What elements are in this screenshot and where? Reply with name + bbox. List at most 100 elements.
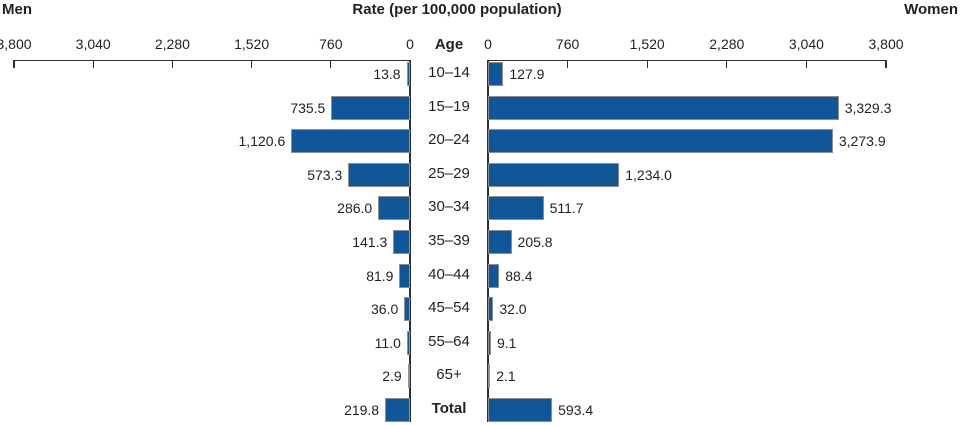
- women-row: 32.0: [488, 297, 960, 322]
- bar-men: [407, 364, 410, 389]
- value-label-men: 1,120.6: [238, 133, 286, 150]
- age-group-label: 15–19: [428, 97, 470, 115]
- men-row: 219.8: [0, 398, 410, 422]
- axis-tick-label: 760: [555, 36, 580, 52]
- men-row: 141.3: [0, 230, 410, 254]
- axis-tick-label: 1,520: [629, 36, 665, 52]
- bar-women: [488, 230, 512, 254]
- value-label-men: 286.0: [337, 200, 373, 217]
- age-group-label: 25–29: [428, 164, 470, 182]
- axis-tick-label: 3,800: [0, 36, 32, 52]
- bar-men: [378, 196, 410, 221]
- men-row: 11.0: [0, 330, 410, 355]
- men-row: 1,120.6: [0, 129, 410, 154]
- value-label-women: 88.4: [505, 267, 533, 284]
- age-group-label: 35–39: [428, 232, 470, 249]
- women-row: 2.1: [488, 364, 960, 389]
- men-row: 13.8: [0, 62, 410, 86]
- value-label-women: 3,273.9: [838, 133, 886, 150]
- value-label-women: 3,329.3: [844, 99, 892, 116]
- axis-tick: [805, 60, 808, 68]
- men-row: 2.9: [0, 364, 410, 389]
- age-group-label: 40–44: [428, 265, 470, 283]
- axis-tick: [171, 60, 174, 68]
- bar-women: [488, 95, 839, 120]
- axis-tick: [646, 60, 648, 68]
- bar-women: [488, 129, 833, 154]
- men-header: Men: [2, 1, 32, 18]
- value-label-women: 205.8: [517, 234, 553, 250]
- age-group-label: 45–54: [428, 299, 470, 317]
- axis-tick: [566, 60, 569, 68]
- value-label-women: 9.1: [496, 334, 517, 351]
- value-label-women: 593.4: [558, 402, 594, 418]
- men-row: 735.5: [0, 95, 410, 120]
- men-row: 573.3: [0, 162, 410, 187]
- axis-tick: [13, 60, 15, 68]
- women-row: 3,273.9: [488, 129, 960, 154]
- men-row: 286.0: [0, 196, 410, 221]
- value-label-men: 13.8: [373, 66, 401, 82]
- value-label-men: 573.3: [307, 166, 343, 183]
- value-label-men: 141.3: [352, 234, 388, 250]
- value-label-men: 2.9: [382, 368, 402, 385]
- axis-tick-label: 2,280: [709, 36, 745, 52]
- women-row: 3,329.3: [488, 95, 960, 120]
- bar-men: [385, 398, 410, 422]
- age-group-label: 10–14: [428, 64, 470, 81]
- value-label-men: 36.0: [371, 301, 399, 318]
- axis-tick-label: 0: [484, 36, 492, 52]
- age-axis-title: Age: [434, 36, 464, 53]
- men-row: 81.9: [0, 263, 410, 288]
- bar-men: [331, 95, 410, 120]
- chart-title: Rate (per 100,000 population): [352, 1, 562, 18]
- value-label-women: 511.7: [549, 200, 584, 217]
- men-row: 36.0: [0, 297, 410, 322]
- bar-men: [406, 330, 410, 355]
- value-label-men: 11.0: [374, 334, 401, 351]
- value-label-women: 1,234.0: [625, 166, 672, 183]
- axis-tick-label: 2,280: [154, 36, 190, 52]
- women-row: 593.4: [488, 398, 960, 422]
- women-row: 127.9: [488, 62, 960, 86]
- age-group-label: 65+: [436, 366, 462, 384]
- value-label-women: 2.1: [496, 368, 516, 385]
- bar-women: [488, 330, 491, 355]
- women-row: 1,234.0: [488, 162, 960, 187]
- axis-tick: [885, 60, 887, 68]
- women-header: Women: [904, 1, 958, 18]
- bar-women: [488, 297, 494, 322]
- axis-tick: [250, 60, 253, 68]
- axis-tick: [726, 60, 728, 68]
- axis-tick: [330, 60, 332, 68]
- women-row: 511.7: [488, 196, 960, 221]
- axis-line: [14, 60, 410, 61]
- axis-tick-label: 3,040: [788, 36, 824, 52]
- age-group-label: 20–24: [428, 131, 470, 149]
- women-row: 205.8: [488, 230, 960, 254]
- women-row: 88.4: [488, 263, 960, 288]
- age-group-label: 30–34: [428, 198, 470, 216]
- zero-baseline: [487, 60, 489, 422]
- bar-women: [488, 162, 620, 187]
- bar-women: [488, 62, 504, 86]
- axis-tick-label: 1,520: [234, 36, 270, 52]
- age-group-label: Total: [431, 400, 467, 417]
- bar-women: [488, 196, 544, 221]
- axis-line: [488, 60, 886, 61]
- axis-tick-label: 3,040: [75, 36, 111, 52]
- value-label-men: 81.9: [366, 267, 394, 284]
- age-group-label: 55–64: [428, 332, 470, 350]
- bar-men: [393, 230, 410, 254]
- bar-women: [488, 364, 491, 389]
- axis-tick-label: 3,800: [868, 36, 904, 52]
- axis-tick: [92, 60, 94, 68]
- bar-men: [291, 129, 410, 154]
- bar-men: [348, 162, 410, 187]
- bar-men: [399, 263, 410, 288]
- value-label-men: 219.8: [344, 402, 380, 418]
- axis-tick-label: 0: [406, 36, 414, 52]
- bar-men: [406, 62, 410, 86]
- bar-women: [488, 263, 500, 288]
